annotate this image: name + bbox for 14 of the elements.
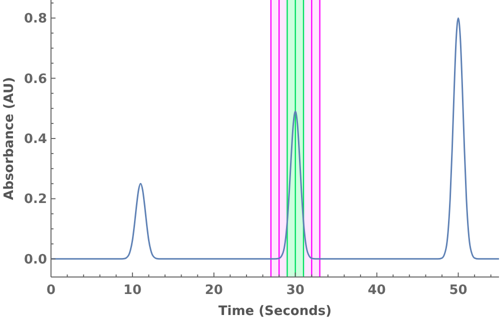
x-axis-title: Time (Seconds) xyxy=(218,304,332,319)
y-tick-label: 0.6 xyxy=(24,72,47,87)
x-tick-label: 40 xyxy=(368,283,386,298)
x-tick-label: 20 xyxy=(204,283,223,298)
x-tick-label: 10 xyxy=(123,283,142,298)
y-tick-label: 0.0 xyxy=(24,252,47,268)
x-tick-label: 50 xyxy=(449,283,468,298)
y-axis-title: Absorbance (AU) xyxy=(2,77,17,200)
line-series xyxy=(50,17,500,260)
x-tick-label: 0 xyxy=(46,283,56,298)
y-tick-label: 0.2 xyxy=(24,192,47,208)
y-tick-label: 0.4 xyxy=(24,132,47,147)
x-tick-label: 30 xyxy=(286,283,304,298)
y-tick-label: 0.8 xyxy=(24,12,47,27)
